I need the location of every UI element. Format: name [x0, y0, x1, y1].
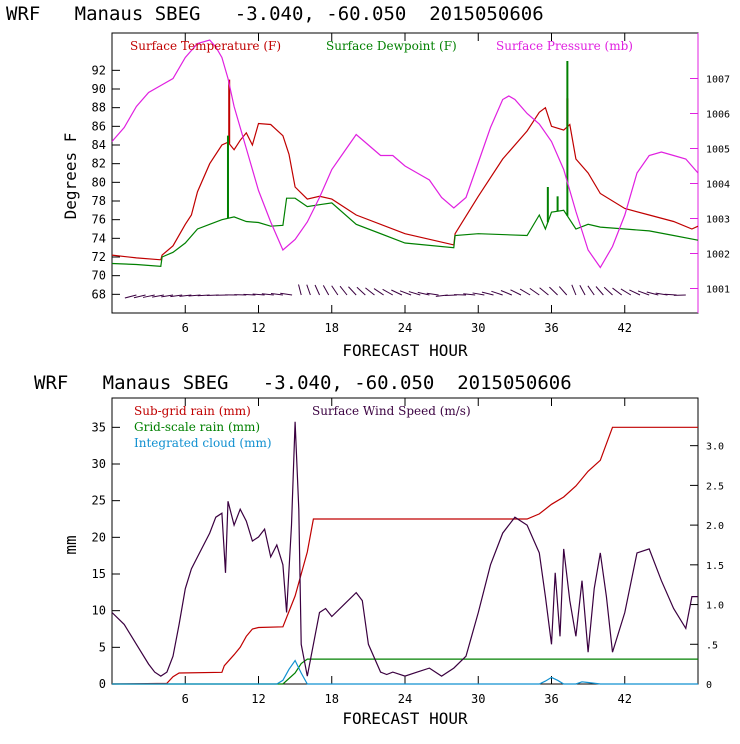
panel1-ylabel: Degrees F: [61, 133, 80, 220]
wind-barb: [596, 286, 603, 295]
wind-barb: [549, 287, 557, 295]
y-tick-label: 0: [99, 677, 106, 691]
panel1-frame: [112, 33, 698, 313]
legend-entry: Surface Pressure (mb): [496, 39, 633, 53]
y-tick-label: 35: [92, 420, 106, 434]
y-tick-label: 90: [92, 82, 106, 96]
x-tick-label: 18: [325, 692, 339, 706]
legend-entry: Sub-grid rain (mm): [134, 404, 251, 418]
y2-tick-label: 1004: [706, 180, 730, 191]
panel2-legend: Sub-grid rain (mm) Surface Wind Speed (m/…: [134, 404, 471, 450]
panel2-xlabel: FORECAST HOUR: [342, 709, 468, 728]
y-tick-label: 84: [92, 138, 106, 152]
wind-barb: [520, 289, 530, 295]
x-tick-label: 6: [182, 692, 189, 706]
legend-entry: Integrated cloud (mm): [134, 436, 272, 450]
wind-barb: [580, 285, 585, 295]
y-tick-label: 74: [92, 231, 106, 245]
wind-barb: [510, 290, 520, 295]
y2-tick-label: 1.5: [706, 561, 724, 572]
y-tick-label: 10: [92, 604, 106, 618]
wind-barb: [340, 286, 347, 295]
y-tick-label: 5: [99, 640, 106, 654]
x-tick-label: 24: [398, 692, 412, 706]
wind-barb: [604, 287, 612, 295]
y-tick-label: 68: [92, 287, 106, 301]
wind-barb: [357, 287, 365, 295]
panel2-title: WRF Manaus SBEG -3.040, -60.050 20150506…: [34, 372, 572, 394]
y2-tick-label: 3.0: [706, 442, 724, 453]
y-tick-label: 76: [92, 213, 106, 227]
panel1-series: [112, 40, 698, 268]
x-tick-label: 36: [544, 692, 558, 706]
temperature-panel: WRF Manaus SBEG -3.040, -60.050 20150506…: [6, 3, 730, 360]
y-tick-label: 15: [92, 567, 106, 581]
y-tick-label: 86: [92, 119, 106, 133]
panel2-series: [112, 422, 698, 684]
y2-tick-label: 1003: [706, 215, 730, 226]
y2-tick-label: 2.5: [706, 481, 724, 492]
y2-tick-label: 1001: [706, 285, 730, 296]
precip-panel: WRF Manaus SBEG -3.040, -60.050 20150506…: [34, 372, 724, 728]
y-tick-label: 70: [92, 269, 106, 283]
x-tick-label: 30: [471, 321, 485, 335]
x-tick-label: 6: [182, 321, 189, 335]
wind-barb: [559, 287, 566, 295]
wind-barb: [621, 289, 631, 295]
y-tick-label: 80: [92, 175, 106, 189]
y-tick-label: 72: [92, 250, 106, 264]
legend-entry: Grid-scale rain (mm): [134, 420, 260, 434]
x-tick-label: 12: [251, 692, 265, 706]
wind-barb: [530, 288, 539, 295]
x-tick-label: 18: [325, 321, 339, 335]
wind-barb: [613, 288, 622, 295]
y-tick-label: 25: [92, 494, 106, 508]
x-tick-label: 42: [618, 692, 632, 706]
wind-barb: [572, 285, 576, 295]
y-tick-label: 20: [92, 530, 106, 544]
x-tick-label: 30: [471, 692, 485, 706]
wind-barb: [332, 286, 338, 295]
legend-entry: Surface Temperature (F): [130, 39, 281, 53]
legend-entry: Surface Wind Speed (m/s): [312, 404, 471, 418]
wind-barb: [323, 285, 328, 295]
series-line-surface-dewpoint-f: [112, 198, 698, 266]
series-line-surface-wind-speed-m-s: [112, 422, 698, 676]
y2-tick-label: 1.0: [706, 601, 724, 612]
y2-tick-label: 0: [706, 680, 712, 691]
series-line-surface-temperature-f: [112, 108, 698, 260]
x-tick-label: 36: [544, 321, 558, 335]
wind-barb: [365, 288, 374, 295]
wind-barb: [348, 287, 356, 295]
y-tick-label: 88: [92, 101, 106, 115]
y-tick-label: 30: [92, 457, 106, 471]
y-tick-label: 82: [92, 157, 106, 171]
wind-barb: [315, 285, 319, 295]
y2-tick-label: 1005: [706, 145, 730, 156]
x-tick-label: 42: [618, 321, 632, 335]
y2-tick-label: 2.0: [706, 521, 724, 532]
wind-barb: [501, 291, 512, 295]
y-tick-label: 78: [92, 194, 106, 208]
wind-barb: [307, 285, 311, 295]
wind-barb: [540, 288, 549, 295]
wind-barb: [374, 289, 384, 295]
wind-barb: [299, 284, 302, 295]
y2-tick-label: 1007: [706, 75, 730, 86]
panel1-title: WRF Manaus SBEG -3.040, -60.050 20150506…: [6, 3, 544, 25]
legend-entry: Surface Dewpoint (F): [326, 39, 457, 53]
y2-tick-label: 1002: [706, 250, 730, 261]
series-line-sub-grid-rain-mm: [112, 427, 698, 684]
x-tick-label: 24: [398, 321, 412, 335]
wind-barb: [588, 286, 594, 295]
x-tick-label: 12: [251, 321, 265, 335]
y2-tick-label: .5: [706, 640, 718, 651]
y-tick-label: 92: [92, 63, 106, 77]
y2-tick-label: 1006: [706, 110, 730, 121]
panel1-xlabel: FORECAST HOUR: [342, 341, 468, 360]
panel1-legend: Surface Temperature (F) Surface Dewpoint …: [130, 39, 633, 53]
panel2-ylabel: mm: [61, 535, 80, 554]
wind-barbs: [125, 284, 686, 298]
